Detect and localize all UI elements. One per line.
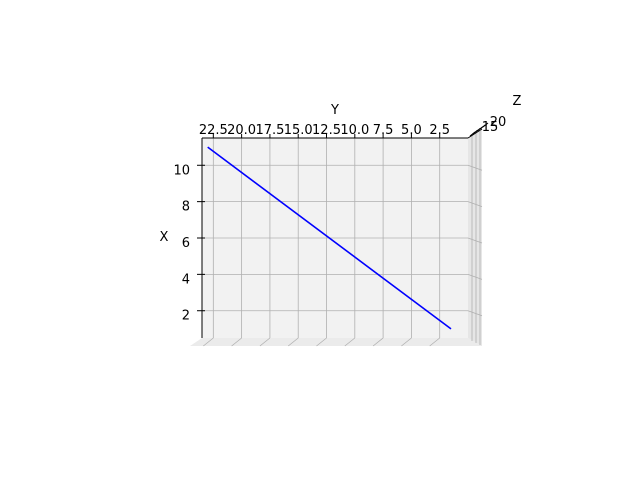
z-tick-mark <box>482 122 489 128</box>
y-tick-label: 12.5 <box>312 123 341 138</box>
grid-line-y-bottom <box>259 337 271 347</box>
grid-line-y-bottom <box>203 337 214 347</box>
y-tick-label: 20.0 <box>227 123 256 138</box>
z-axis-line <box>467 128 483 139</box>
y-tick-label: 22.5 <box>199 123 228 138</box>
grid-line-y-bottom <box>344 337 356 347</box>
y-tick-label: 17.5 <box>255 123 284 138</box>
x-tick-label: 4 <box>182 272 190 287</box>
grid-lines <box>202 131 483 347</box>
grid-line-y-bottom <box>401 337 412 347</box>
y-tick-label: 2.5 <box>429 123 450 138</box>
plot-pane-side <box>468 129 482 346</box>
z-tick-label: 20 <box>490 115 507 130</box>
series-line <box>207 146 452 330</box>
x-tick-label: 10 <box>173 163 190 178</box>
y-tick-label: 15.0 <box>284 123 313 138</box>
z-axis-label: Z <box>513 94 522 109</box>
x-tick-label: 6 <box>182 236 190 251</box>
x-axis-label: X <box>160 230 169 245</box>
tick-labels: 2 4 6 8 10 22.5 20.0 17.5 15.0 12.5 10.0 7.5 5.0 2.5 2… <box>173 115 506 324</box>
x-tick-label: 8 <box>182 200 190 215</box>
z-tick-label: 15 <box>482 120 499 135</box>
x-tick-label: 2 <box>182 309 190 324</box>
grid-line-y-bottom <box>231 337 242 347</box>
grid-line-y-bottom <box>429 337 440 347</box>
y-axis-label: Y <box>330 103 339 118</box>
series <box>207 146 452 330</box>
y-tick-label: 5.0 <box>401 123 422 138</box>
y-tick-label: 10.0 <box>340 123 369 138</box>
axes <box>197 122 489 338</box>
grid-line-y-bottom <box>316 337 327 347</box>
grid-line-y-bottom <box>372 337 384 347</box>
y-tick-label: 7.5 <box>373 123 394 138</box>
grid-line-y-bottom <box>287 337 299 347</box>
